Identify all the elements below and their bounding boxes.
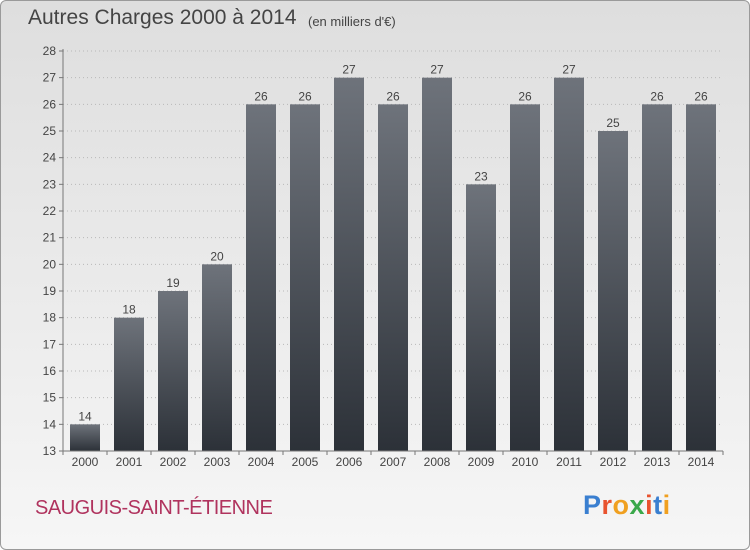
chart-title: Autres Charges 2000 à 2014 [28, 6, 297, 29]
bar-2006 [334, 77, 364, 452]
x-tick-label: 2002 [160, 455, 187, 469]
x-tick-label: 2014 [688, 455, 715, 469]
y-tick-label: 26 [43, 97, 57, 111]
y-tick-label: 22 [43, 204, 57, 218]
bar-2010 [510, 104, 540, 451]
bar-2013 [642, 104, 672, 451]
y-tick-label: 16 [43, 364, 57, 378]
x-tick-label: 2007 [380, 455, 407, 469]
bar-2009 [466, 184, 496, 452]
bar-2014 [686, 104, 716, 451]
bar-value-label: 26 [298, 89, 312, 103]
proxiti-logo: Proxiti [583, 490, 671, 521]
bar-2012 [598, 131, 628, 451]
x-tick-label: 2000 [72, 455, 99, 469]
x-tick-label: 2003 [204, 455, 231, 469]
y-tick-label: 20 [43, 257, 57, 271]
logo-letter: i [662, 490, 671, 520]
y-tick-label: 23 [43, 177, 57, 191]
bars: 14 18 19 20 26 26 27 26 27 23 26 27 25 26 26 [70, 63, 716, 452]
y-tick-label: 25 [43, 124, 57, 138]
bar-2007 [378, 104, 408, 451]
y-tick-label: 17 [43, 337, 57, 351]
y-tick-label: 15 [43, 391, 57, 405]
y-tick-label: 13 [43, 444, 57, 458]
x-tick-label: 2009 [468, 455, 495, 469]
x-tick-label: 2006 [336, 455, 363, 469]
y-tick-label: 28 [43, 44, 57, 58]
x-tick-label: 2012 [600, 455, 627, 469]
y-tick-label: 14 [43, 417, 57, 431]
bar-value-label: 26 [650, 89, 664, 103]
bar-2004 [246, 104, 276, 451]
bar-value-label: 27 [342, 63, 356, 77]
x-tick-label: 2011 [556, 455, 582, 469]
x-tick-label: 2001 [116, 455, 143, 469]
x-tick-label: 2013 [644, 455, 671, 469]
bar-value-label: 26 [694, 89, 708, 103]
x-tick-label: 2005 [292, 455, 319, 469]
logo-letter: r [601, 490, 613, 520]
bar-value-label: 26 [518, 89, 532, 103]
bar-value-label: 26 [254, 89, 268, 103]
unit-note: (en milliers d'€) [308, 14, 396, 29]
bar-value-label: 19 [166, 276, 180, 290]
bar-2008 [422, 77, 452, 452]
bar-value-label: 20 [210, 249, 224, 263]
bar-2011 [554, 77, 584, 452]
bar-2003 [202, 264, 232, 451]
bar-value-label: 18 [122, 303, 136, 317]
bar-value-label: 27 [430, 63, 444, 77]
bar-value-label: 25 [606, 116, 620, 130]
commune-name: SAUGUIS-SAINT-ÉTIENNE [35, 497, 273, 519]
x-tick-label: 2008 [424, 455, 451, 469]
y-tick-label: 19 [43, 284, 57, 298]
bar-value-label: 23 [474, 169, 488, 183]
y-tick-label: 27 [43, 71, 57, 85]
x-tick-label: 2010 [512, 455, 539, 469]
bar-value-label: 26 [386, 89, 400, 103]
bar-2002 [158, 291, 188, 451]
y-tick-label: 18 [43, 311, 57, 325]
bar-2005 [290, 104, 320, 451]
bar-2000 [70, 424, 100, 451]
y-tick-label: 21 [43, 231, 57, 245]
bar-2001 [114, 317, 144, 451]
logo-letter: o [612, 490, 630, 520]
logo-letter: t [653, 490, 663, 520]
logo-letter: P [583, 490, 602, 520]
bar-value-label: 14 [78, 409, 92, 423]
bar-value-label: 27 [562, 63, 576, 77]
logo-letter: i [645, 490, 654, 520]
y-tick-label: 24 [43, 151, 57, 165]
axes: 13 14 15 16 17 18 19 20 21 22 23 24 25 26 27 28 2000 2001… [43, 44, 724, 469]
x-tick-label: 2004 [248, 455, 275, 469]
logo-letter: x [629, 490, 646, 520]
